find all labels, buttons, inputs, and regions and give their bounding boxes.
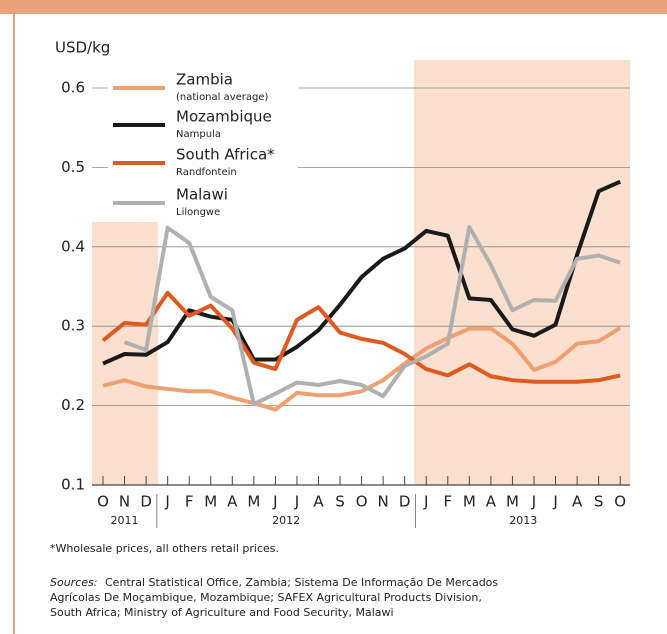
x-tick-label: O bbox=[614, 493, 626, 511]
legend-note: (national average) bbox=[176, 92, 269, 103]
y-tick-label: 0.2 bbox=[61, 396, 85, 414]
x-tick-label: J bbox=[272, 493, 277, 511]
series-line bbox=[102, 179, 622, 366]
x-tick-label: A bbox=[486, 493, 497, 511]
left-rule bbox=[13, 14, 15, 634]
x-tick-label: D bbox=[399, 493, 411, 511]
x-tick-label: S bbox=[335, 493, 345, 511]
x-tick-label: O bbox=[356, 493, 368, 511]
x-tick-label: O bbox=[97, 493, 109, 511]
sources-label: Sources: bbox=[50, 576, 97, 589]
legend-label: Malawi bbox=[176, 186, 228, 204]
y-tick-label: 0.1 bbox=[61, 476, 85, 494]
shade-2013 bbox=[414, 60, 630, 485]
top-bar bbox=[0, 0, 667, 14]
x-tick-label: D bbox=[140, 493, 152, 511]
y-tick-label: 0.4 bbox=[61, 237, 85, 255]
x-tick-label: N bbox=[119, 493, 130, 511]
legend-label: Mozambique bbox=[176, 108, 272, 126]
legend-note: Nampula bbox=[176, 129, 221, 140]
legend-label: Zambia bbox=[176, 71, 233, 89]
x-tick-label: A bbox=[227, 493, 238, 511]
x-tick-label: A bbox=[572, 493, 583, 511]
x-tick-label: M bbox=[463, 493, 476, 511]
legend-note: Lilongwe bbox=[176, 207, 220, 218]
series-line bbox=[102, 326, 622, 412]
sources-line: Central Statistical Office, Zambia; Sist… bbox=[105, 576, 498, 589]
x-tick-label: N bbox=[378, 493, 389, 511]
legend-label: South Africa* bbox=[176, 146, 275, 164]
y-axis-title: USD/kg bbox=[55, 39, 110, 57]
year-label: 2013 bbox=[509, 514, 537, 527]
y-tick-label: 0.6 bbox=[61, 79, 85, 97]
x-tick-label: F bbox=[185, 493, 194, 511]
year-label: 2011 bbox=[111, 514, 139, 527]
series-line bbox=[101, 290, 621, 384]
x-tick-label: J bbox=[294, 493, 299, 511]
x-tick-label: J bbox=[423, 493, 428, 511]
x-tick-label: J bbox=[552, 493, 557, 511]
x-tick-label: A bbox=[313, 493, 324, 511]
year-label: 2012 bbox=[272, 514, 300, 527]
footnote: *Wholesale prices, all others retail pri… bbox=[50, 542, 279, 555]
x-tick-label: M bbox=[506, 493, 519, 511]
series-line bbox=[123, 224, 621, 407]
x-tick-label: M bbox=[204, 493, 217, 511]
x-tick-label: F bbox=[443, 493, 452, 511]
y-tick-label: 0.5 bbox=[61, 158, 85, 176]
legend-note: Randfontein bbox=[176, 167, 237, 178]
sources-line: Agrícolas De Moçambique, Mozambique; SAF… bbox=[50, 591, 482, 604]
x-tick-label: M bbox=[247, 493, 260, 511]
x-tick-label: J bbox=[531, 493, 536, 511]
x-tick-label: J bbox=[164, 493, 169, 511]
x-tick-label: S bbox=[594, 493, 604, 511]
sources-line: South Africa; Ministry of Agriculture an… bbox=[50, 606, 394, 619]
y-tick-label: 0.3 bbox=[61, 317, 85, 335]
